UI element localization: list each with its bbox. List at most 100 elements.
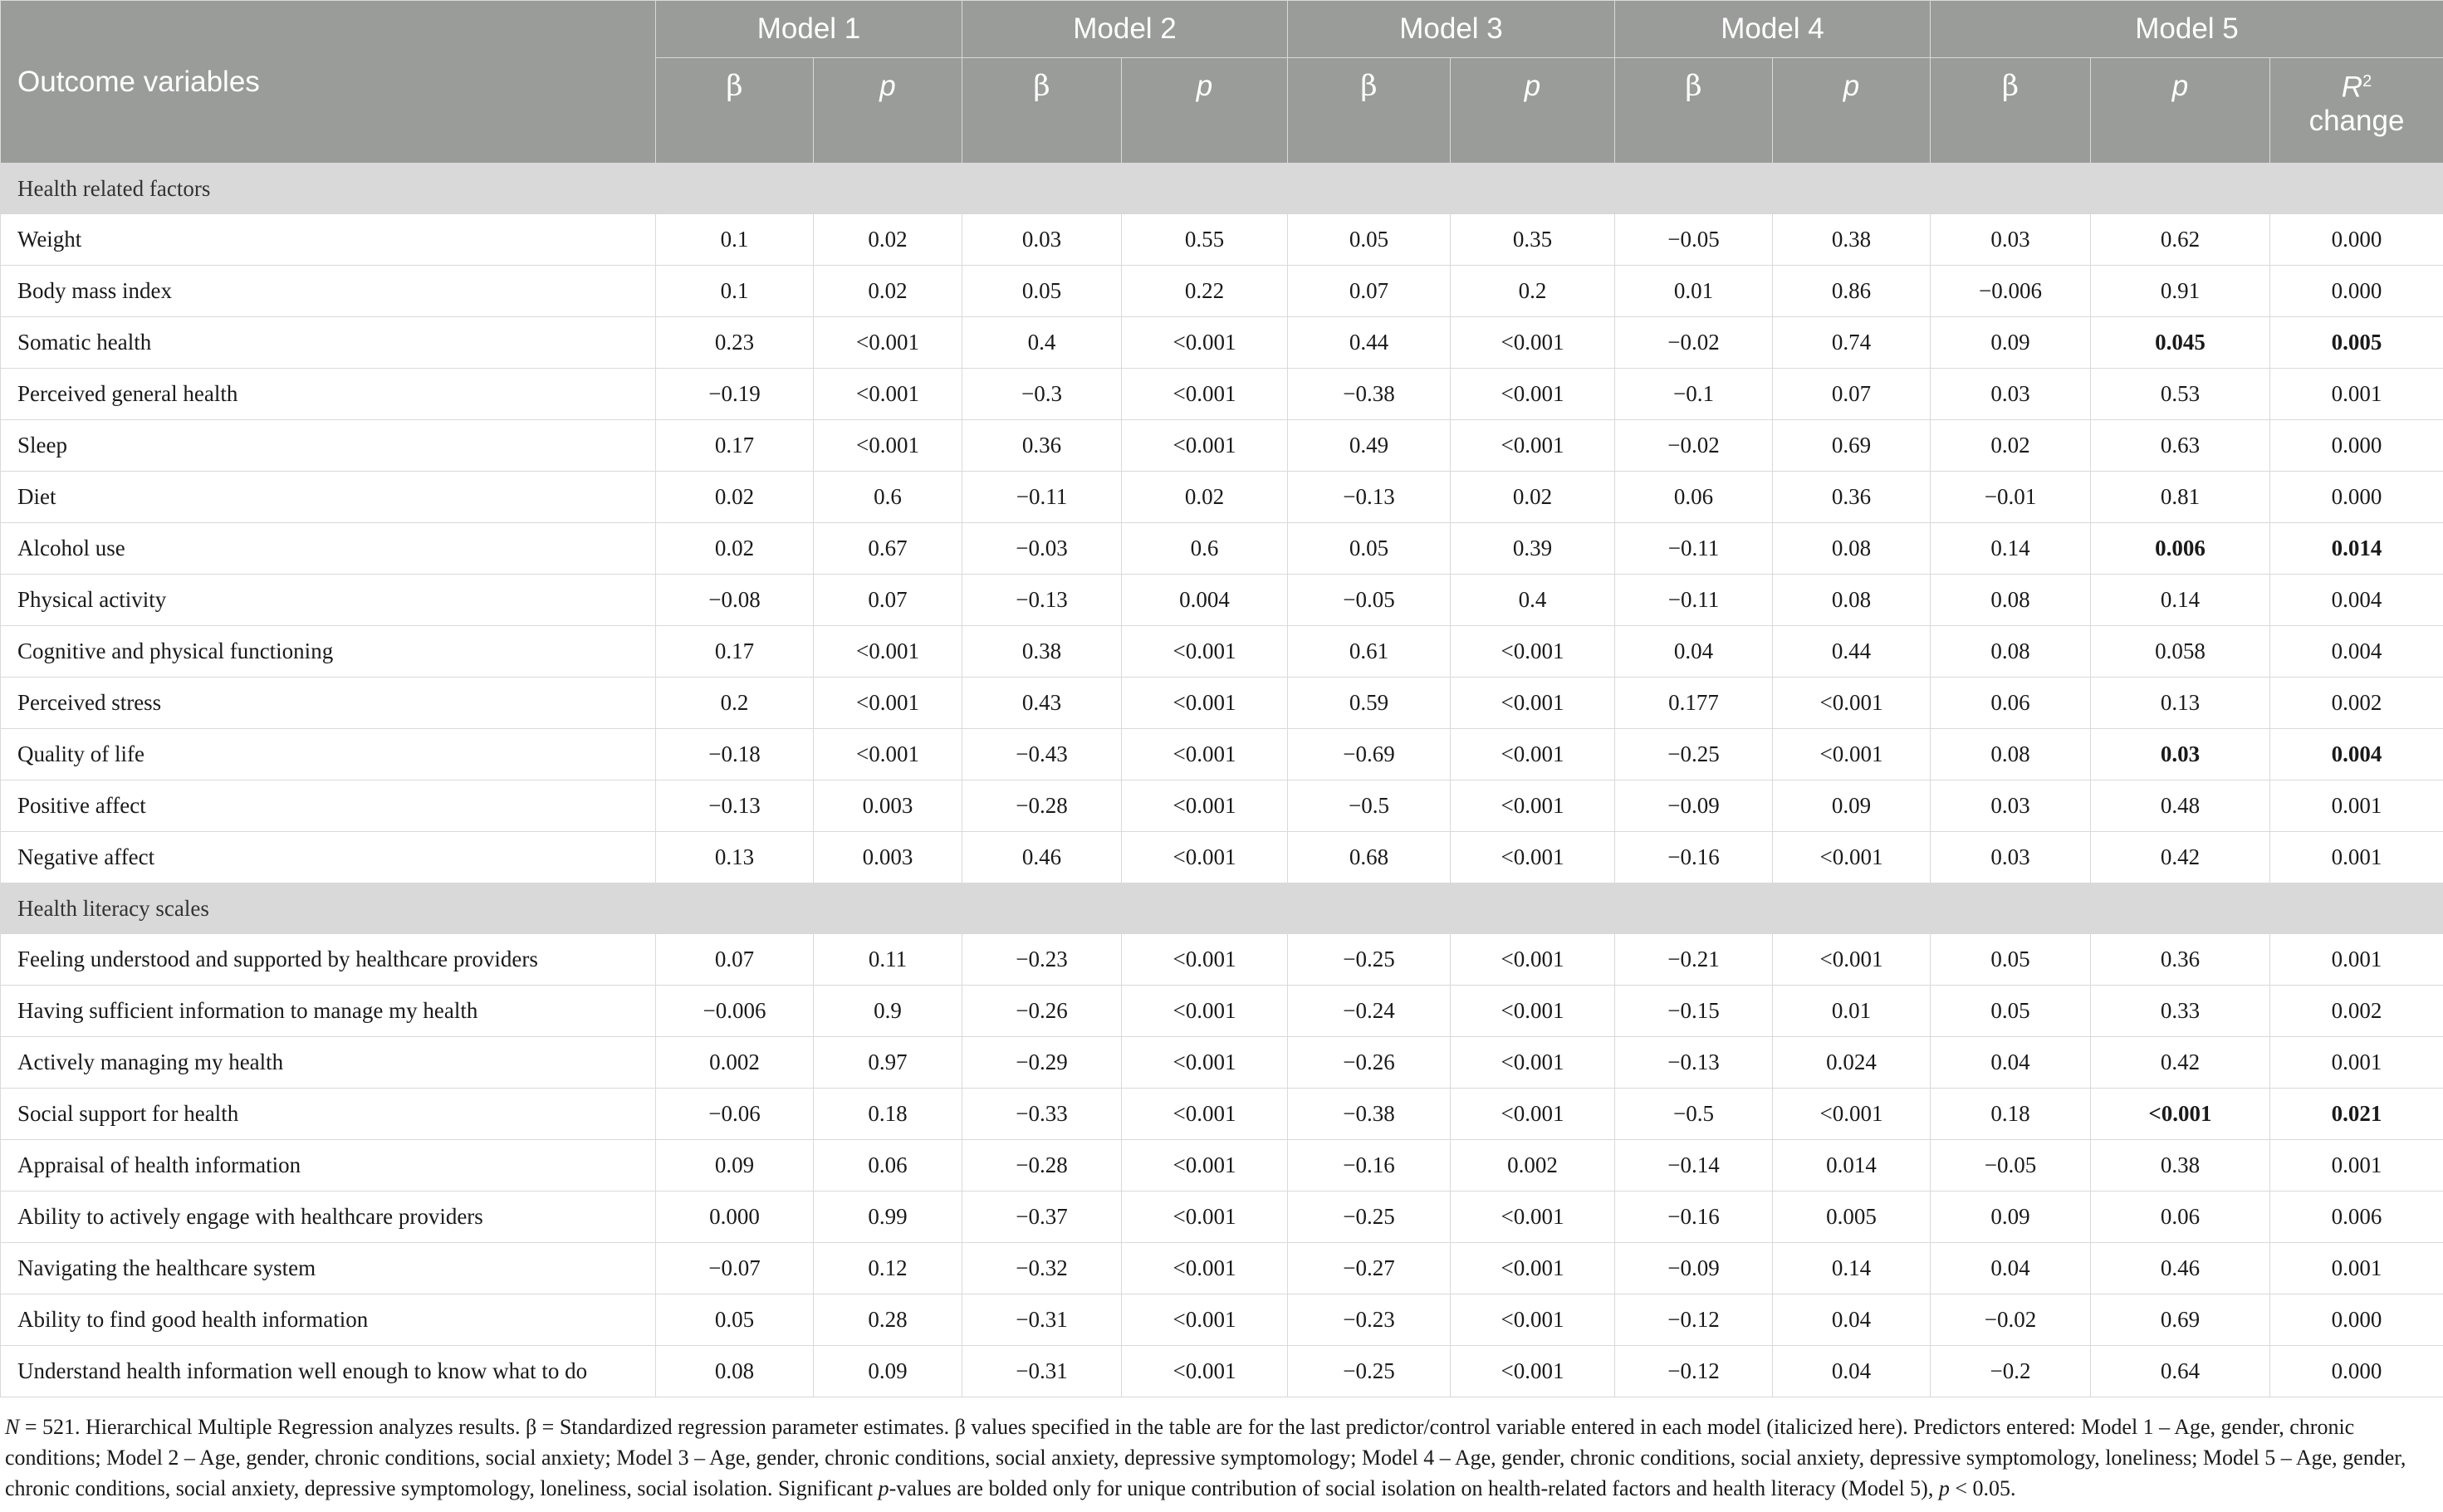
- row-label: Diet: [0, 471, 656, 523]
- table-cell: 0.004: [2269, 625, 2443, 678]
- table-cell: <0.001: [2090, 1088, 2270, 1140]
- table-row: Perceived stress 0.2 <0.001 0.43 <0.001 0.59 <…: [0, 677, 2443, 729]
- table-cell: 0.64: [2090, 1345, 2270, 1397]
- row-label: Cognitive and physical functioning: [0, 625, 656, 678]
- table-cell: 0.99: [813, 1191, 962, 1243]
- table-cell: 0.12: [813, 1242, 962, 1294]
- table-row: Feeling understood and supported by heal…: [0, 933, 2443, 986]
- table-cell: 0.04: [1772, 1345, 1931, 1397]
- table-cell: 0.04: [1930, 1242, 2091, 1294]
- table-cell: <0.001: [1121, 831, 1288, 883]
- table-cell: 0.18: [1930, 1088, 2091, 1140]
- table-cell: −0.15: [1614, 985, 1773, 1037]
- table-cell: 0.38: [1772, 213, 1931, 266]
- table-cell: 0.000: [2269, 1294, 2443, 1346]
- table-cell: −0.05: [1287, 574, 1451, 626]
- table-cell: 0.23: [655, 316, 814, 369]
- table-cell: <0.001: [813, 625, 962, 678]
- table-cell: −0.31: [962, 1294, 1122, 1346]
- table-cell: 0.38: [962, 625, 1122, 678]
- row-label: Weight: [0, 213, 656, 266]
- table-cell: −0.38: [1287, 368, 1451, 420]
- table-cell: 0.07: [813, 574, 962, 626]
- table-cell: 0.69: [1772, 419, 1931, 472]
- table-cell: 0.05: [1287, 522, 1451, 575]
- table-cell: −0.2: [1930, 1345, 2091, 1397]
- table-cell: 0.14: [1930, 522, 2091, 575]
- table-cell: −0.02: [1614, 419, 1773, 472]
- table-cell: 0.07: [655, 933, 814, 986]
- table-cell: 0.22: [1121, 265, 1288, 317]
- table-cell: 0.177: [1614, 677, 1773, 729]
- table-cell: 0.91: [2090, 265, 2270, 317]
- beta-header: β: [1930, 57, 2091, 164]
- table-cell: −0.03: [962, 522, 1122, 575]
- table-cell: <0.001: [1121, 780, 1288, 832]
- row-label: Ability to actively engage with healthca…: [0, 1191, 656, 1243]
- table-cell: 0.02: [1450, 471, 1615, 523]
- r2-change-label: change: [2308, 104, 2405, 137]
- table-row: Appraisal of health information 0.09 0.06−…: [0, 1139, 2443, 1191]
- table-cell: −0.06: [655, 1088, 814, 1140]
- row-label: Alcohol use: [0, 522, 656, 575]
- row-label: Navigating the healthcare system: [0, 1242, 656, 1294]
- table-cell: 0.005: [2269, 316, 2443, 369]
- table-cell: 0.004: [2269, 574, 2443, 626]
- table-cell: <0.001: [1450, 625, 1615, 678]
- regression-table: Outcome variables Model 1 Model 2 Model …: [0, 0, 2443, 1397]
- table-cell: <0.001: [813, 419, 962, 472]
- table-cell: 0.001: [2269, 1242, 2443, 1294]
- table-cell: 0.005: [1772, 1191, 1931, 1243]
- table-cell: −0.31: [962, 1345, 1122, 1397]
- table-row: Navigating the healthcare system −0.07 0.1…: [0, 1242, 2443, 1294]
- table-cell: −0.01: [1930, 471, 2091, 523]
- table-cell: 0.05: [655, 1294, 814, 1346]
- table-cell: 0.058: [2090, 625, 2270, 678]
- table-cell: <0.001: [1772, 677, 1931, 729]
- row-label: Social support for health: [0, 1088, 656, 1140]
- table-cell: −0.5: [1614, 1088, 1773, 1140]
- table-cell: 0.09: [1772, 780, 1931, 832]
- row-label: Having sufficient information to manage …: [0, 985, 656, 1037]
- table-cell: −0.02: [1930, 1294, 2091, 1346]
- model-5-header: Model 5: [1930, 0, 2443, 58]
- table-cell: 0.42: [2090, 831, 2270, 883]
- table-cell: <0.001: [1121, 728, 1288, 780]
- p-header: p: [813, 57, 962, 164]
- beta-header: β: [655, 57, 814, 164]
- table-cell: 0.08: [1772, 522, 1931, 575]
- table-header: Outcome variables Model 1 Model 2 Model …: [0, 0, 2443, 164]
- table-cell: <0.001: [1450, 1294, 1615, 1346]
- table-row: Body mass index 0.1 0.02 0.05 0.22 0.07 0.2 0.0…: [0, 265, 2443, 317]
- table-cell: −0.24: [1287, 985, 1451, 1037]
- table-cell: 0.97: [813, 1036, 962, 1089]
- table-row: Negative affect 0.13 0.003 0.46 <0.001 0.68 <0…: [0, 831, 2443, 883]
- table-cell: −0.006: [1930, 265, 2091, 317]
- row-label: Ability to find good health information: [0, 1294, 656, 1346]
- table-cell: 0.43: [962, 677, 1122, 729]
- table-cell: 0.81: [2090, 471, 2270, 523]
- table-cell: 0.33: [2090, 985, 2270, 1037]
- table-cell: −0.27: [1287, 1242, 1451, 1294]
- table-cell: 0.09: [1930, 316, 2091, 369]
- table-row: Diet 0.02 0.6 −0.11 0.02 −0.13 0.02 0.06 0.36 −0.…: [0, 471, 2443, 523]
- table-row: Having sufficient information to manage …: [0, 985, 2443, 1037]
- table-cell: 0.36: [962, 419, 1122, 472]
- table-cell: −0.18: [655, 728, 814, 780]
- table-cell: 0.02: [1930, 419, 2091, 472]
- table-cell: 0.01: [1772, 985, 1931, 1037]
- table-cell: 0.08: [1930, 574, 2091, 626]
- table-cell: <0.001: [1121, 985, 1288, 1037]
- table-cell: <0.001: [1450, 1345, 1615, 1397]
- table-cell: −0.09: [1614, 780, 1773, 832]
- table-cell: −0.69: [1287, 728, 1451, 780]
- table-cell: 0.13: [2090, 677, 2270, 729]
- table-cell: 0.000: [655, 1191, 814, 1243]
- table-cell: 0.49: [1287, 419, 1451, 472]
- table-cell: <0.001: [1450, 1191, 1615, 1243]
- table-cell: 0.06: [813, 1139, 962, 1191]
- table-cell: 0.62: [2090, 213, 2270, 266]
- table-cell: 0.05: [1930, 933, 2091, 986]
- table-cell: <0.001: [1450, 677, 1615, 729]
